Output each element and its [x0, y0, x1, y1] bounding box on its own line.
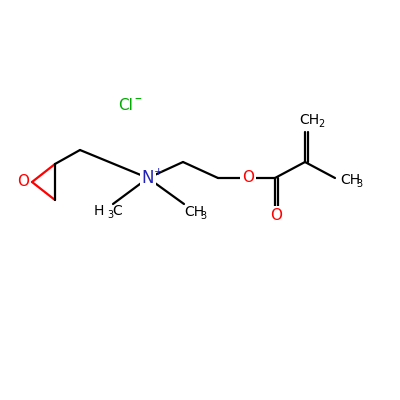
- Text: 3: 3: [356, 179, 362, 189]
- Text: 3: 3: [107, 210, 113, 220]
- Text: O: O: [242, 170, 254, 186]
- Text: 2: 2: [318, 119, 324, 129]
- Text: +: +: [153, 167, 163, 177]
- Text: O: O: [270, 208, 282, 222]
- Text: H: H: [94, 204, 104, 218]
- Text: CH: CH: [184, 205, 204, 219]
- Text: –: –: [134, 93, 141, 107]
- Text: Cl: Cl: [118, 98, 133, 112]
- Text: 3: 3: [200, 211, 206, 221]
- Text: CH: CH: [340, 173, 360, 187]
- Text: CH: CH: [299, 113, 319, 127]
- Text: C: C: [112, 204, 122, 218]
- Text: N: N: [142, 169, 154, 187]
- Text: O: O: [17, 174, 29, 190]
